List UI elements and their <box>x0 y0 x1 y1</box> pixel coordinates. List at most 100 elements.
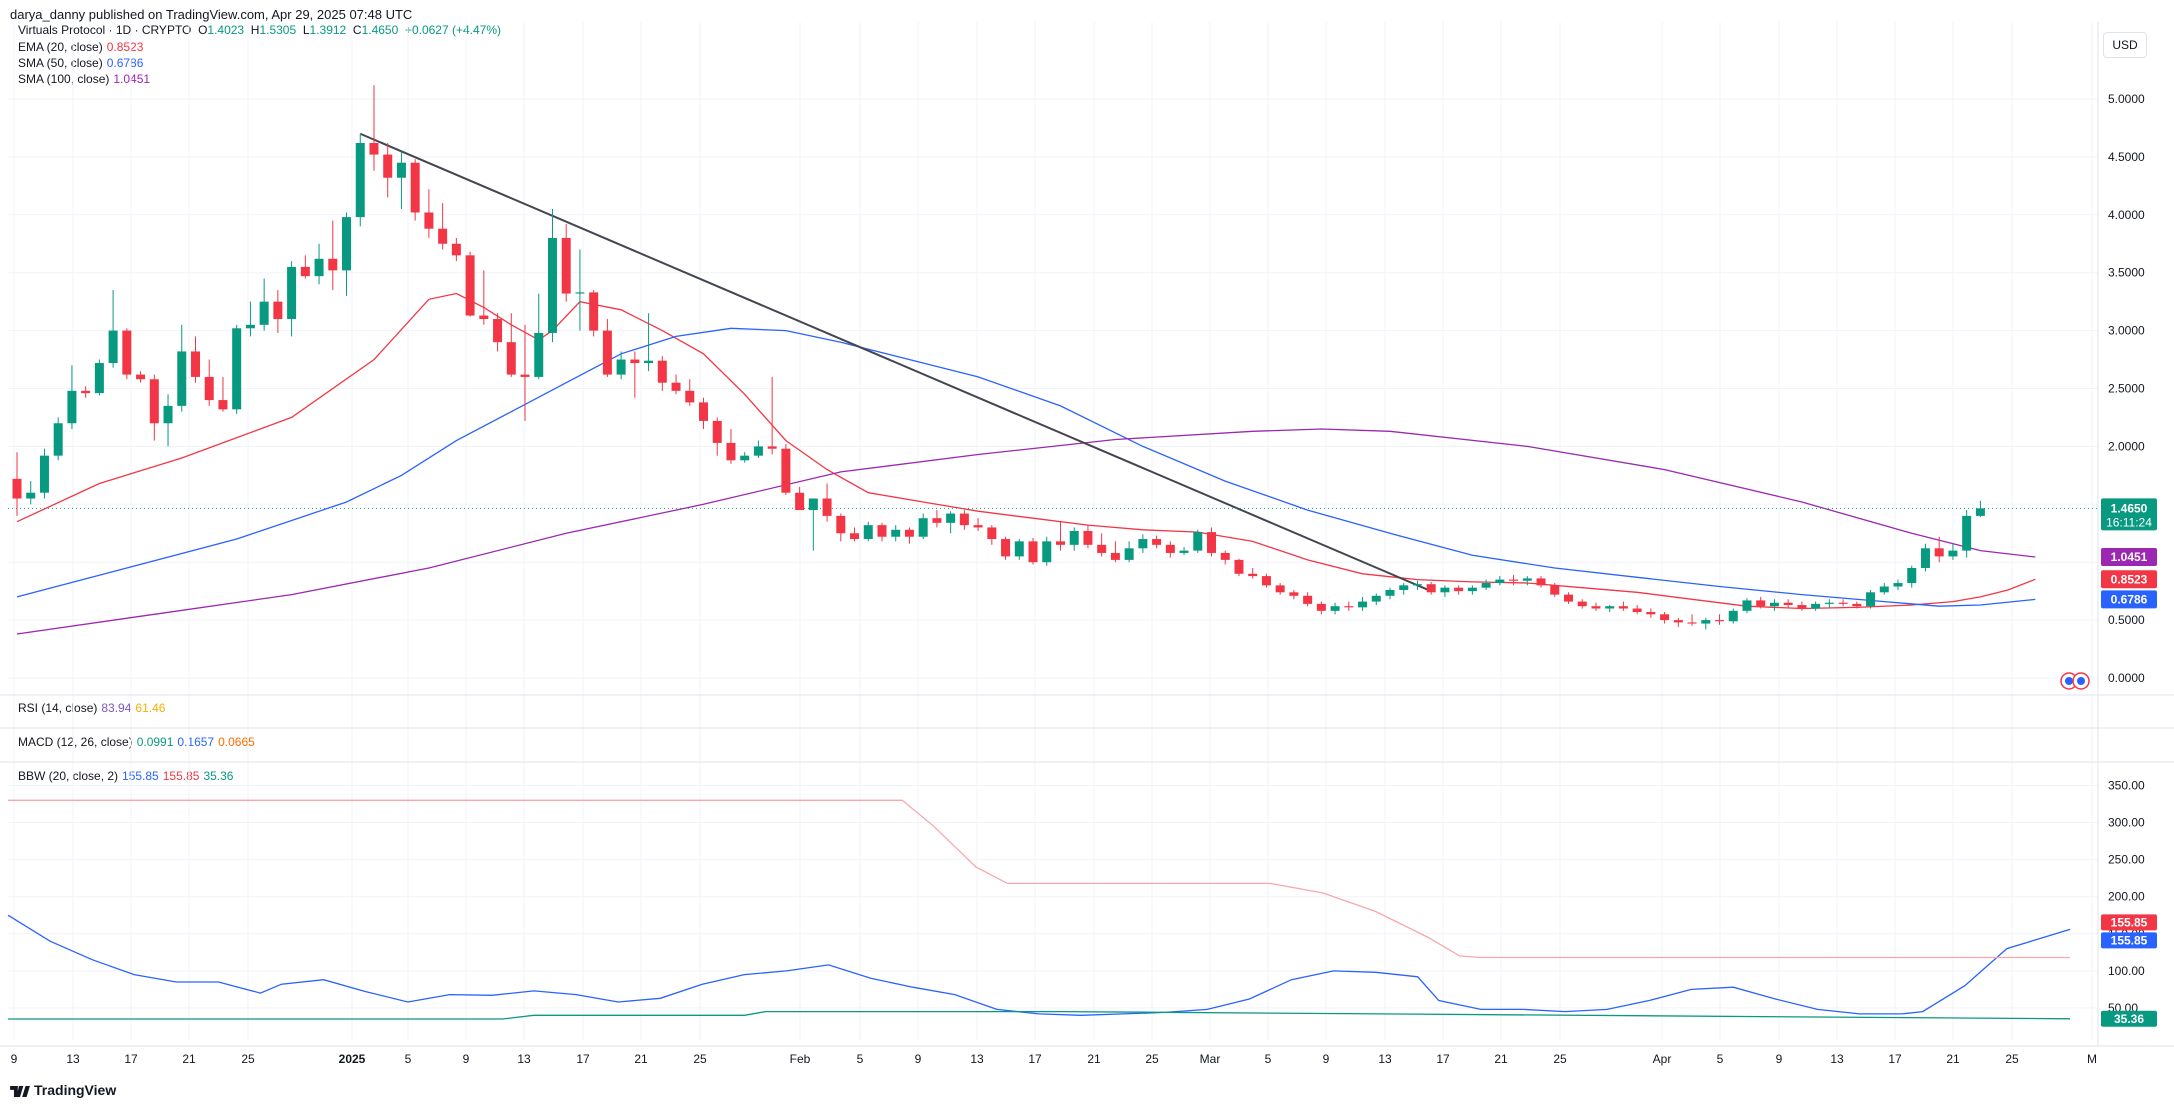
candle-down <box>685 390 695 403</box>
candle-up <box>1975 508 1985 516</box>
bbw-lowest-line <box>8 1010 2071 1020</box>
price-tick-label: 2.0000 <box>2108 439 2145 453</box>
time-tick-label: 17 <box>124 1052 138 1066</box>
candle-down <box>1289 592 1299 596</box>
last-price-tag: 1.4650 <box>2111 501 2148 515</box>
open-label: O <box>198 23 208 37</box>
bbw-tick-label: 100.00 <box>2108 964 2145 978</box>
candle-up <box>94 363 104 394</box>
time-tick-label: 25 <box>1553 1052 1567 1066</box>
trendline <box>359 132 1432 593</box>
candle-down <box>904 529 914 537</box>
candle-down <box>479 315 489 320</box>
price-tick-label: 3.0000 <box>2108 324 2145 338</box>
candle-up <box>1495 579 1505 584</box>
candle-down <box>1097 544 1107 553</box>
candles <box>12 85 1985 630</box>
bbw-low-tag: 35.36 <box>2114 1012 2144 1026</box>
candle-up <box>1440 587 1450 593</box>
candle-down <box>465 255 475 316</box>
candle-down <box>1344 606 1354 608</box>
candle-up <box>753 446 763 456</box>
candle-down <box>1563 594 1573 602</box>
candle-down <box>987 527 997 540</box>
sma50-legend[interactable]: SMA (50, close) 0.6786 <box>18 56 143 70</box>
candle-up <box>918 518 928 537</box>
candle-up <box>1728 610 1738 622</box>
price-tick-label: 0.5000 <box>2108 613 2145 627</box>
candle-up <box>863 525 873 540</box>
close-label: C <box>352 23 362 37</box>
candle-down <box>726 442 736 461</box>
candle-up <box>1824 602 1834 604</box>
last-price-tag-bg <box>2101 498 2157 531</box>
time-tick-label: 5 <box>405 1052 412 1066</box>
candle-up <box>1124 548 1134 560</box>
price-tick-label: 4.5000 <box>2108 150 2145 164</box>
ema-legend[interactable]: EMA (20, close) 0.8523 <box>18 40 143 54</box>
rsi-legend[interactable]: RSI (14, close) 83.94 61.46 <box>18 701 165 715</box>
candle-up <box>245 324 255 329</box>
candle-down <box>438 228 448 244</box>
bbw-lines <box>7 799 2071 1020</box>
time-tick-label: 5 <box>1265 1052 1272 1066</box>
time-tick-label: 21 <box>1087 1052 1101 1066</box>
candle-down <box>1577 601 1587 607</box>
symbol-title: Virtuals Protocol · 1D · CRYPTO <box>18 23 192 37</box>
candle-down <box>1234 559 1244 574</box>
candle-up <box>644 360 654 364</box>
candle-down <box>136 374 146 380</box>
macd-value-1: 0.0991 <box>136 735 174 749</box>
candle-down <box>630 359 640 364</box>
candle-up <box>1866 592 1876 607</box>
sma100-legend[interactable]: SMA (100, close) 1.0451 <box>18 72 150 86</box>
candle-up <box>575 292 585 294</box>
candle-up <box>177 351 187 406</box>
time-tick-label: 25 <box>241 1052 255 1066</box>
candle-up <box>39 455 49 493</box>
time-tick-label: 5 <box>1717 1052 1724 1066</box>
price-tick-label: 3.5000 <box>2108 266 2145 280</box>
candle-down <box>1838 602 1848 604</box>
sma50-label: SMA (50, close) <box>18 56 103 70</box>
time-tick-label: 9 <box>1323 1052 1330 1066</box>
candle-down <box>1426 584 1436 593</box>
candle-down <box>836 515 846 534</box>
bbw-low-tag-bg <box>2101 1010 2157 1027</box>
candle-down <box>699 402 708 421</box>
candle-down <box>1207 532 1217 553</box>
bbw-legend[interactable]: BBW (20, close, 2) 155.85 155.85 35.36 <box>18 769 233 783</box>
candle-up <box>1701 620 1711 624</box>
candle-up <box>1179 550 1189 553</box>
candle-down <box>1303 595 1313 604</box>
sma100-tag-bg <box>2101 547 2157 566</box>
candle-down <box>493 319 503 343</box>
candle-up <box>287 266 297 320</box>
candle-down <box>1783 602 1793 606</box>
candle-up <box>1399 585 1409 590</box>
candle-down <box>1110 552 1120 560</box>
candle-up <box>1811 603 1821 609</box>
candle-up <box>1907 567 1917 584</box>
candle-up <box>1879 586 1889 593</box>
candle-down <box>657 360 667 383</box>
candle-down <box>328 258 338 271</box>
sma100-label: SMA (100, close) <box>18 72 110 86</box>
currency-selector[interactable]: USD <box>2103 32 2147 58</box>
candle-down <box>149 379 159 424</box>
bbw-high-tag: 155.85 <box>2111 915 2148 929</box>
macd-legend[interactable]: MACD (12, 26, close) 0.0991 0.1657 0.0665 <box>18 735 255 749</box>
candle-up <box>1962 515 1972 551</box>
high-value: 1.5305 <box>259 23 297 37</box>
candle-up <box>26 492 36 499</box>
candle-up <box>1769 602 1779 607</box>
low-value: 1.3912 <box>309 23 347 37</box>
tradingview-logo-icon <box>10 1085 30 1097</box>
candle-down <box>1055 541 1065 545</box>
candle-up <box>1742 600 1752 611</box>
tradingview-brand[interactable]: TradingView <box>10 1082 116 1098</box>
price-tick-label: 4.0000 <box>2108 208 2145 222</box>
candle-down <box>561 237 571 294</box>
candle-down <box>81 390 91 394</box>
